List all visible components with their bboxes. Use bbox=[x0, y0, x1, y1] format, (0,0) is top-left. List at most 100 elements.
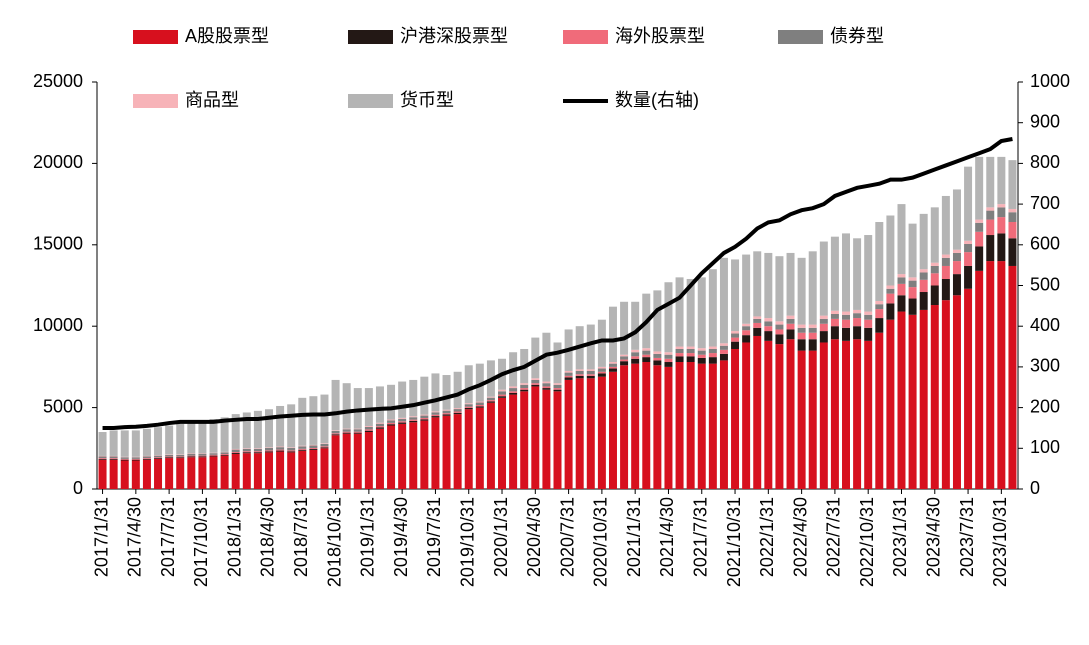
bar-segment bbox=[564, 379, 573, 489]
bar-segment bbox=[520, 383, 529, 385]
bar-segment bbox=[253, 448, 262, 449]
bar-segment bbox=[387, 420, 396, 423]
bar-segment bbox=[875, 309, 884, 319]
bar-segment bbox=[264, 452, 273, 489]
bar-segment bbox=[98, 458, 107, 459]
bar-segment bbox=[220, 455, 229, 489]
bar-segment bbox=[187, 457, 196, 489]
bar-segment bbox=[786, 329, 795, 340]
bar-segment bbox=[320, 394, 329, 444]
bar-segment bbox=[620, 361, 629, 366]
bar-segment bbox=[819, 318, 828, 324]
bar-segment bbox=[708, 363, 717, 489]
bar-segment bbox=[853, 238, 862, 310]
bar-segment bbox=[819, 331, 828, 343]
legend-swatch bbox=[778, 30, 823, 44]
bar-segment bbox=[719, 353, 728, 361]
bar-segment bbox=[98, 458, 107, 460]
legend-label: 债券型 bbox=[830, 26, 884, 46]
bar-segment bbox=[753, 318, 762, 323]
bar-segment bbox=[442, 415, 451, 489]
bar-segment bbox=[231, 453, 240, 489]
bar-segment bbox=[642, 362, 651, 489]
bar-segment bbox=[176, 454, 185, 457]
bar-segment bbox=[242, 452, 251, 454]
bar-segment bbox=[908, 277, 917, 281]
bar-segment bbox=[775, 329, 784, 335]
bar-segment bbox=[109, 458, 118, 459]
bar-segment bbox=[742, 335, 751, 343]
bar-segment bbox=[109, 456, 118, 459]
bar-segment bbox=[764, 252, 773, 319]
bar-segment bbox=[98, 456, 107, 459]
bar-segment bbox=[608, 371, 617, 489]
bar-segment bbox=[431, 412, 440, 415]
bar-segment bbox=[375, 386, 384, 423]
bar-segment bbox=[409, 417, 418, 420]
bar-segment bbox=[708, 353, 717, 358]
bar-segment bbox=[575, 374, 584, 376]
bar-segment bbox=[941, 254, 950, 258]
bar-segment bbox=[464, 407, 473, 410]
bar-segment bbox=[753, 322, 762, 328]
bar-segment bbox=[919, 279, 928, 293]
bar-segment bbox=[620, 359, 629, 362]
bar-segment bbox=[620, 365, 629, 489]
bar-segment bbox=[564, 375, 573, 378]
bar-segment bbox=[242, 448, 251, 452]
bar-segment bbox=[975, 219, 984, 223]
bar-segment bbox=[209, 418, 218, 453]
bar-segment bbox=[620, 354, 629, 357]
bar-segment bbox=[864, 235, 873, 312]
bar-segment bbox=[520, 384, 529, 389]
bar-segment bbox=[131, 458, 140, 460]
bar-segment bbox=[464, 365, 473, 404]
bar-segment bbox=[109, 458, 118, 460]
bar-segment bbox=[886, 215, 895, 286]
bar-segment bbox=[997, 261, 1006, 489]
bar-segment bbox=[231, 414, 240, 449]
bar-segment bbox=[819, 241, 828, 316]
bar-segment bbox=[253, 410, 262, 449]
bar-segment bbox=[830, 313, 839, 319]
bar-segment bbox=[120, 460, 129, 489]
bar-segment bbox=[287, 404, 296, 448]
legend-label: A股股票型 bbox=[185, 26, 269, 46]
bar-segment bbox=[287, 447, 296, 451]
bar-segment bbox=[786, 318, 795, 324]
bar-segment bbox=[542, 332, 551, 382]
legend-label: 货币型 bbox=[400, 90, 454, 110]
bar-segment bbox=[719, 257, 728, 344]
bar-segment bbox=[553, 391, 562, 489]
bar-segment bbox=[941, 195, 950, 255]
bar-segment bbox=[608, 306, 617, 363]
bar-segment bbox=[531, 378, 540, 380]
bar-segment bbox=[941, 278, 950, 301]
bar-segment bbox=[864, 327, 873, 341]
bar-segment bbox=[775, 324, 784, 330]
bar-segment bbox=[154, 457, 163, 459]
bar-segment bbox=[797, 324, 806, 328]
bar-segment bbox=[997, 204, 1006, 208]
bar-segment bbox=[142, 428, 151, 456]
bar-segment bbox=[986, 235, 995, 262]
bar-segment bbox=[753, 316, 762, 319]
bar-segment bbox=[276, 405, 285, 447]
bar-segment bbox=[997, 207, 1006, 218]
bar-segment bbox=[975, 231, 984, 247]
bar-segment bbox=[475, 402, 484, 405]
y2-tick-label: 900 bbox=[1030, 111, 1060, 131]
bar-segment bbox=[631, 352, 640, 357]
x-tick-label: 2019/4/30 bbox=[391, 497, 411, 577]
bar-segment bbox=[253, 452, 262, 454]
bar-segment bbox=[298, 445, 307, 447]
bar-segment bbox=[142, 459, 151, 489]
bar-segment bbox=[930, 265, 939, 274]
bar-segment bbox=[952, 249, 961, 253]
bar-segment bbox=[864, 314, 873, 320]
bar-segment bbox=[808, 251, 817, 325]
bar-segment bbox=[209, 454, 218, 456]
bar-segment bbox=[131, 459, 140, 461]
bar-segment bbox=[897, 311, 906, 489]
bar-segment bbox=[209, 453, 218, 455]
